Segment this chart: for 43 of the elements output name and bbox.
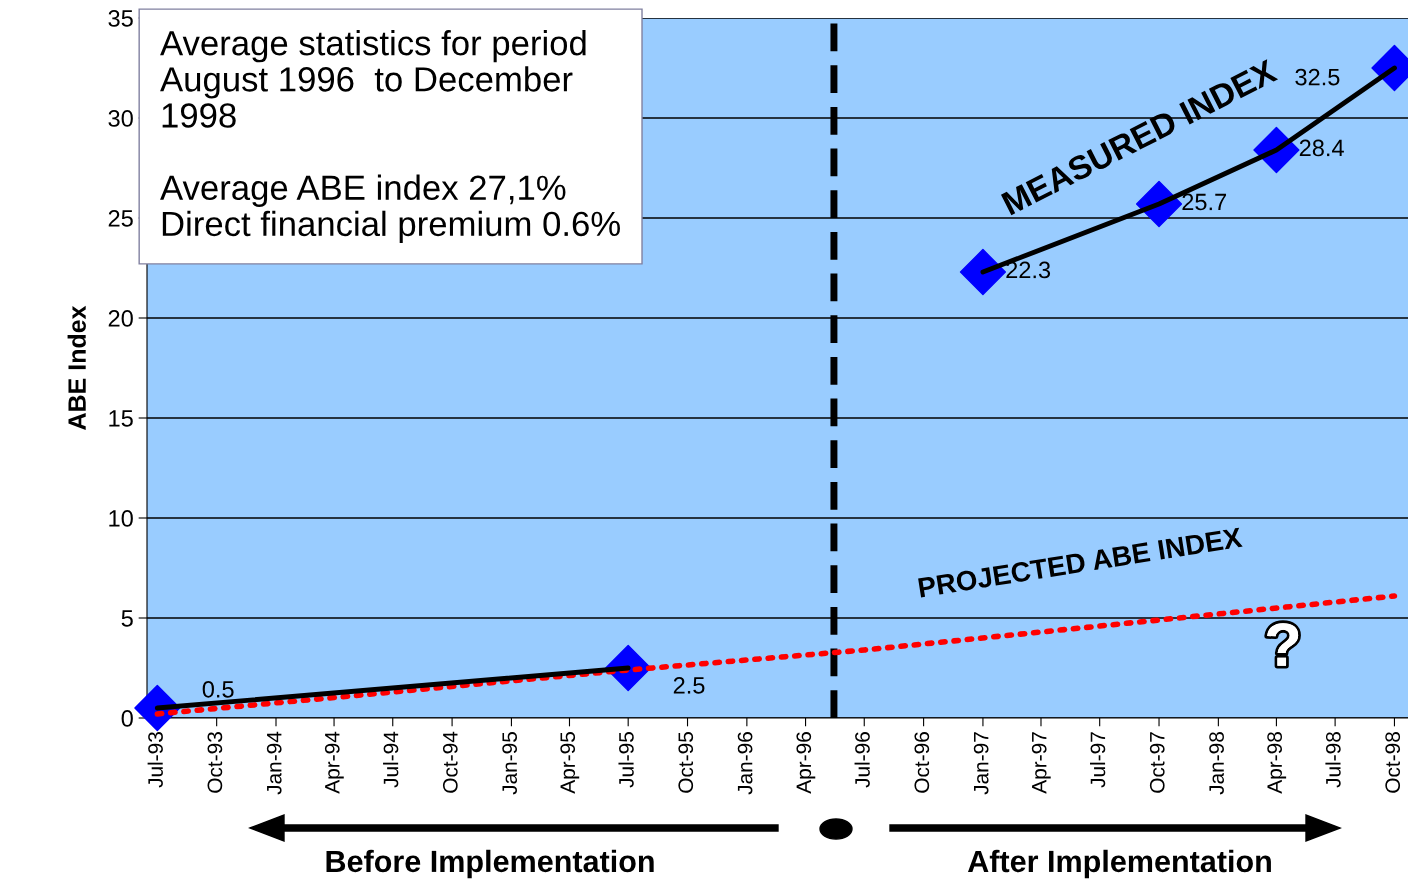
data-label: 2.5 (673, 677, 705, 694)
y-axis-title: ABE Index (67, 305, 86, 430)
x-tick-label: Jul-93 (147, 732, 163, 788)
text: Average statistics for period August 1996 to December 1998 Average ABE index 27,1% Direct financial premium 0.6% (160, 30, 620, 244)
data-label: 28.4 (1299, 139, 1344, 157)
x-tick-label: Jan-94 (266, 731, 282, 795)
y-tick-label: 30 (108, 110, 133, 127)
x-tick-label: Apr-98 (1267, 732, 1287, 794)
x-tick-label: Apr-96 (796, 732, 816, 794)
data-label: 32.5 (1295, 68, 1340, 86)
x-tick-label: Jul-96 (854, 732, 870, 788)
x-tick-label: Jul-94 (383, 731, 399, 788)
y-tick-label: 15 (109, 410, 133, 427)
x-tick-label: Oct-97 (1149, 732, 1165, 793)
text: After Implementation (967, 849, 1271, 879)
y-tick-label: 25 (108, 210, 133, 227)
x-tick-label: Jan-98 (1209, 732, 1224, 795)
y-tick-label: 20 (108, 310, 133, 327)
data-label: 0.5 (202, 680, 234, 698)
y-tick-label: 35 (108, 10, 133, 27)
x-tick-label: Apr-94 (324, 731, 344, 794)
x-tick-label: Oct-93 (207, 732, 223, 793)
x-tick-label: Jul-97 (1089, 732, 1106, 788)
x-tick-label: Jul-95 (618, 732, 634, 788)
y-tick-label: 0 (121, 710, 133, 727)
x-tick-label: Apr-97 (1031, 732, 1051, 794)
x-tick-label: Oct-94 (442, 731, 458, 793)
x-tick-label: Apr-95 (560, 732, 580, 794)
text: Before Implementation (326, 849, 654, 879)
x-tick-label: Oct-98 (1385, 732, 1401, 793)
x-tick-label: Jan-95 (502, 732, 518, 795)
data-label: 22.3 (1006, 261, 1051, 279)
x-tick-label: Oct-96 (914, 732, 930, 793)
x-tick-label: Jan-97 (973, 732, 989, 795)
x-tick-label: Jan-96 (737, 732, 753, 795)
data-label: 25.7 (1182, 193, 1227, 211)
y-tick-label: 5 (121, 610, 133, 627)
point (959, 248, 1007, 296)
y-tick-label: 10 (109, 510, 133, 527)
annotation: ? (1267, 623, 1299, 666)
x-tick-label: Oct-95 (678, 732, 694, 793)
x-tick-label: Jul-98 (1325, 732, 1341, 788)
annotation: PROJECTED ABE INDEX (918, 527, 1243, 598)
